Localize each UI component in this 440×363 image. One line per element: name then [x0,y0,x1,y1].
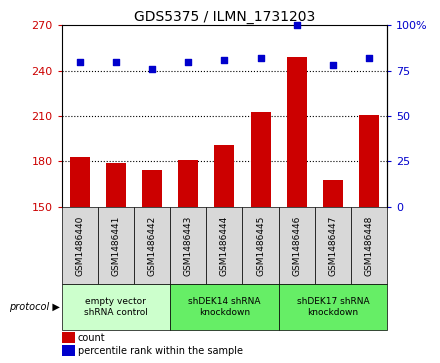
Bar [315,207,351,285]
Bar [62,207,98,285]
Bar [62,345,75,356]
Text: GSM1486440: GSM1486440 [75,216,84,276]
Text: GSM1486442: GSM1486442 [147,216,157,276]
Bar [178,160,198,207]
Bar [62,333,75,343]
Text: GSM1486448: GSM1486448 [365,216,374,276]
Bar [170,207,206,285]
Text: count: count [78,333,106,343]
Point [149,66,156,72]
Bar [106,163,126,207]
Text: protocol ▶: protocol ▶ [9,302,60,312]
Bar [323,180,343,207]
Bar [279,207,315,285]
Bar [62,285,170,330]
Bar [214,145,235,207]
Point [112,59,119,65]
Bar [279,285,387,330]
Text: shDEK17 shRNA
knockdown: shDEK17 shRNA knockdown [297,297,369,317]
Point [257,55,264,61]
Bar [170,285,279,330]
Text: GSM1486441: GSM1486441 [111,216,121,276]
Point [221,57,228,63]
Bar [351,207,387,285]
Text: shDEK14 shRNA
knockdown: shDEK14 shRNA knockdown [188,297,260,317]
Text: empty vector
shRNA control: empty vector shRNA control [84,297,148,317]
Point [330,62,337,68]
Point [293,23,300,28]
Bar [206,207,242,285]
Bar [134,207,170,285]
Text: GSM1486447: GSM1486447 [328,216,337,276]
Bar [359,115,379,207]
Text: percentile rank within the sample: percentile rank within the sample [78,346,243,355]
Bar [287,57,307,207]
Bar [242,207,279,285]
Title: GDS5375 / ILMN_1731203: GDS5375 / ILMN_1731203 [134,11,315,24]
Text: GSM1486443: GSM1486443 [184,216,193,276]
Bar [98,207,134,285]
Bar [251,111,271,207]
Bar [142,171,162,207]
Point [366,55,373,61]
Text: GSM1486445: GSM1486445 [256,216,265,276]
Bar [70,157,90,207]
Point [185,59,192,65]
Text: GSM1486446: GSM1486446 [292,216,301,276]
Point [76,59,83,65]
Text: GSM1486444: GSM1486444 [220,216,229,276]
